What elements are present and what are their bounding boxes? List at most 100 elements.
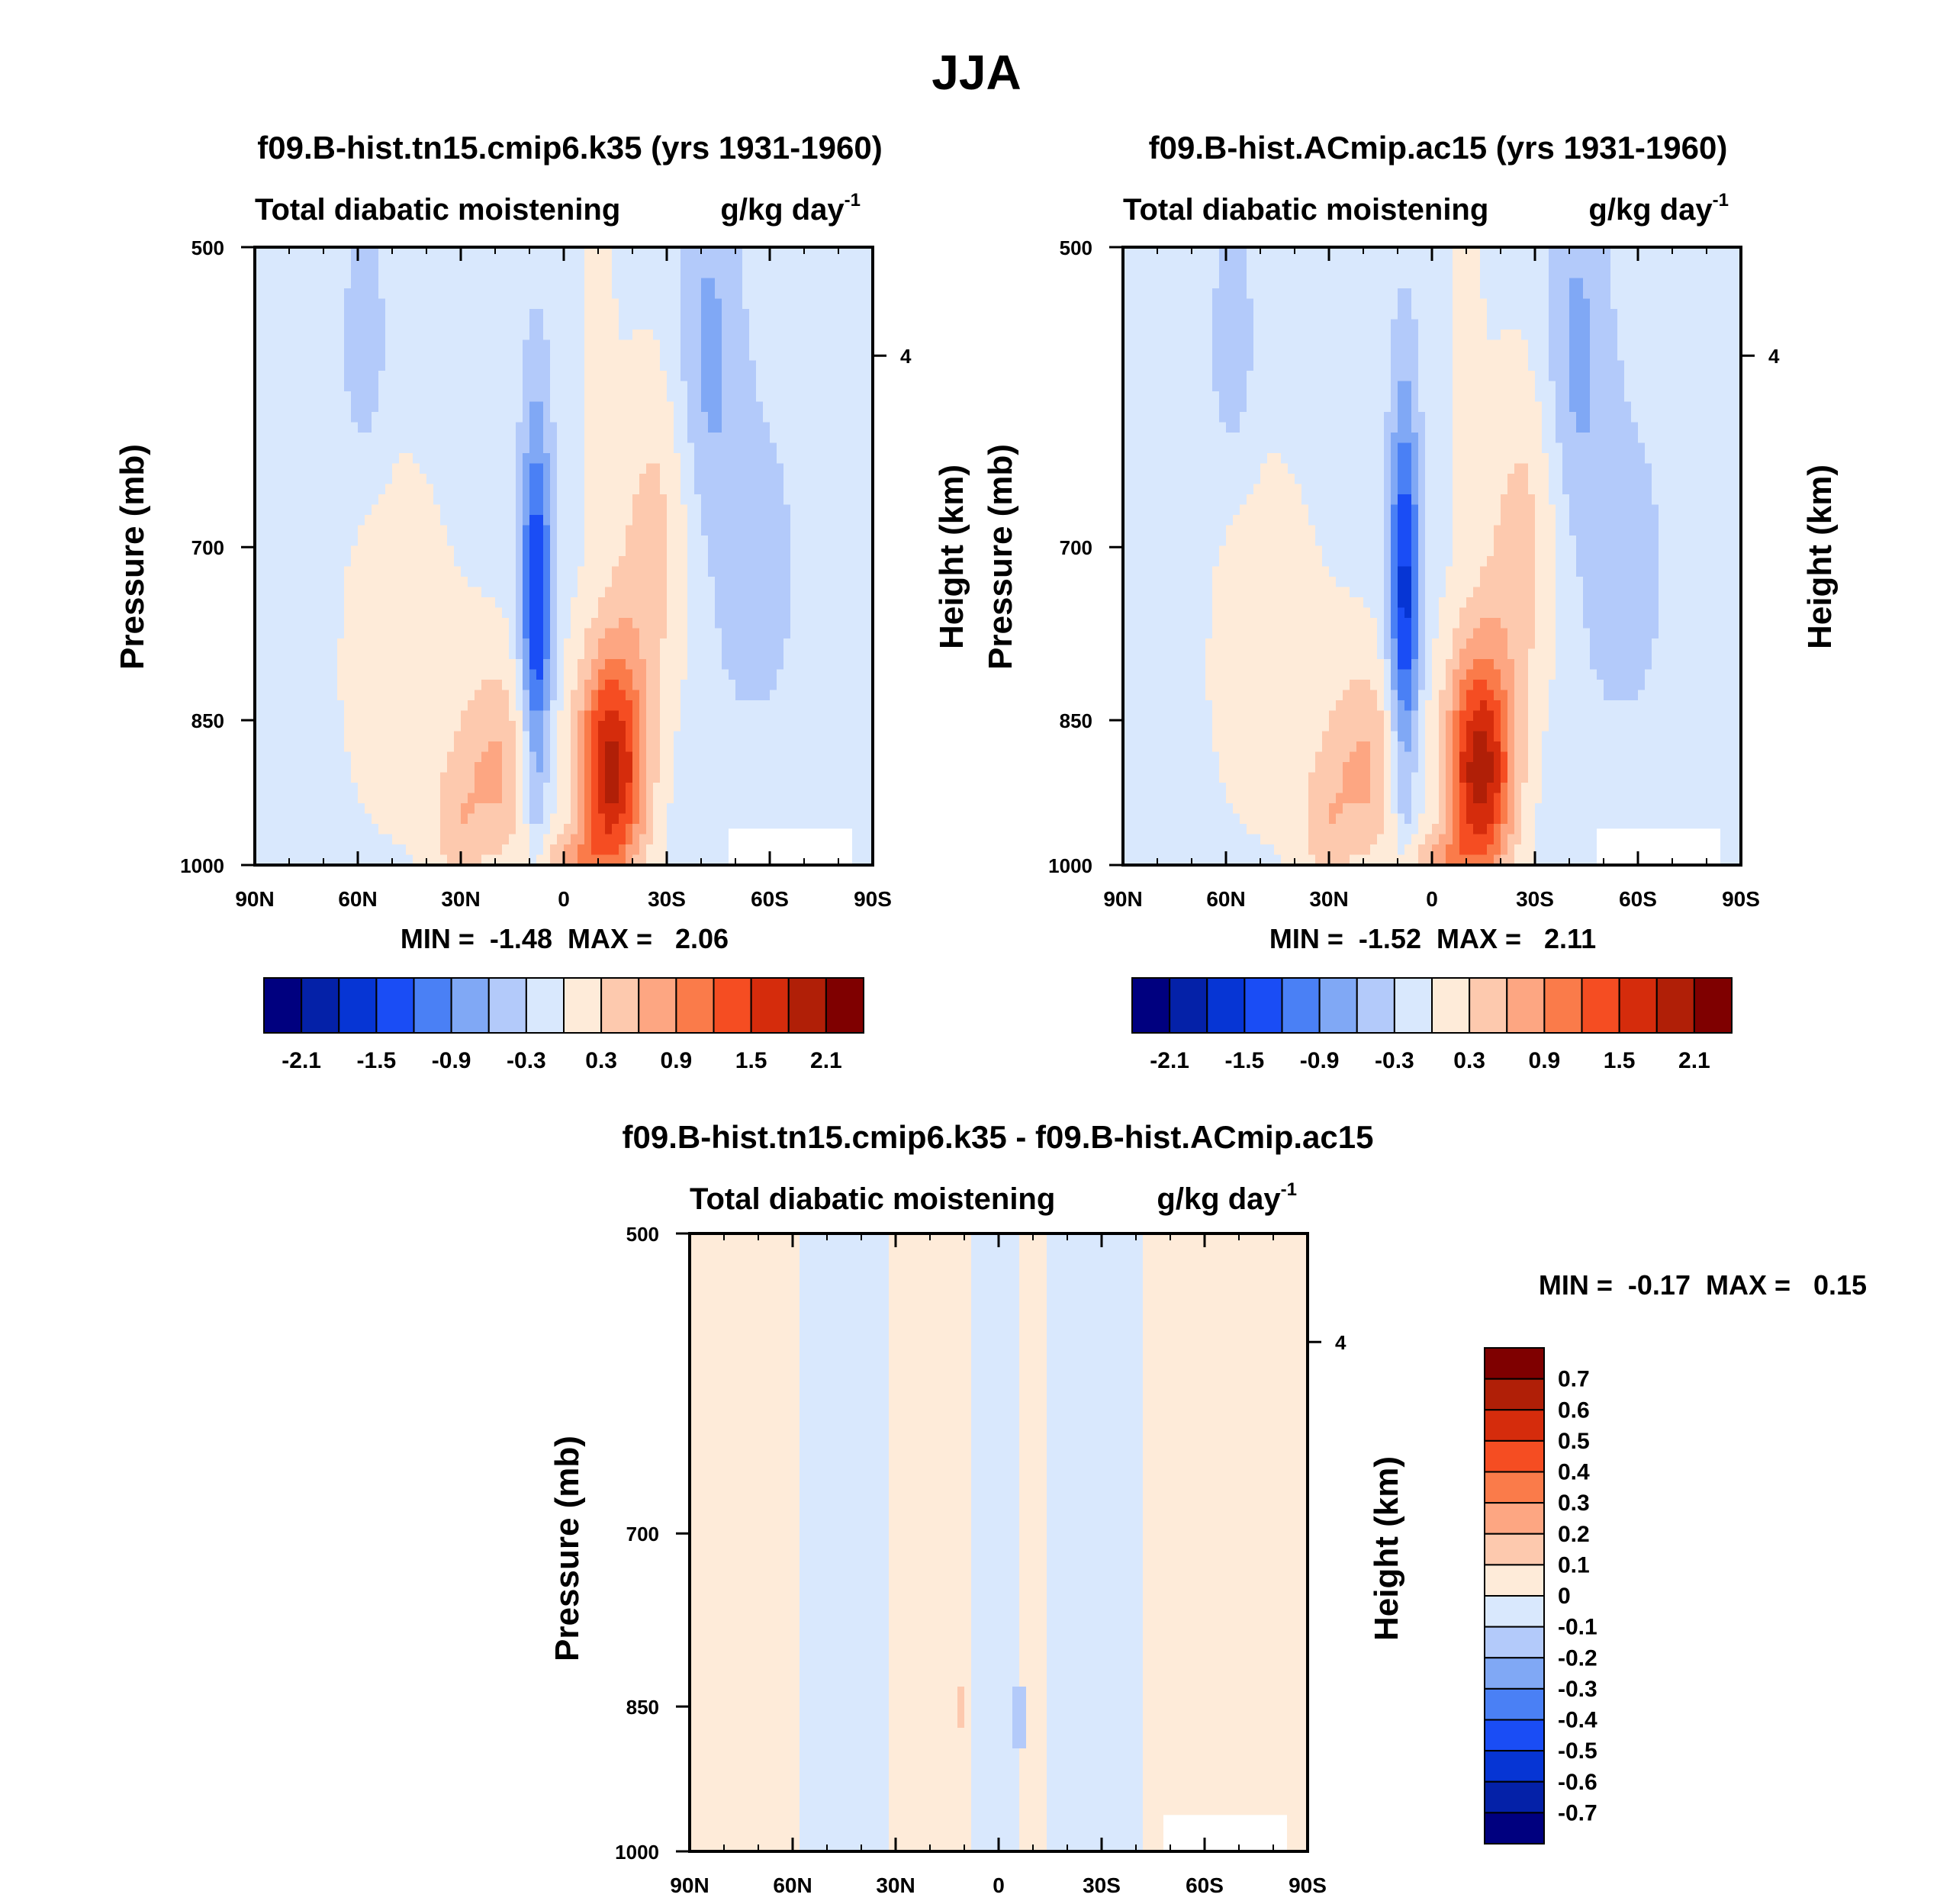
field-cell: [619, 278, 626, 289]
field-cell: [296, 484, 304, 495]
field-cell: [282, 700, 290, 712]
field-cell: [365, 484, 372, 495]
field-cell: [351, 597, 359, 609]
field-cell: [420, 278, 427, 289]
field-cell: [358, 453, 365, 465]
field-cell: [832, 247, 839, 259]
field-cell: [289, 721, 297, 732]
field-cell: [626, 618, 633, 629]
field-cell: [626, 690, 633, 701]
field-cell: [303, 442, 310, 454]
field-cell: [399, 813, 407, 825]
field-cell: [296, 494, 304, 506]
field-cell: [667, 618, 674, 629]
field-cell: [488, 268, 496, 279]
field-cell: [529, 618, 537, 629]
field-cell: [749, 587, 757, 598]
field-cell: [269, 618, 276, 629]
field-cell: [351, 494, 359, 506]
field-cell: [399, 442, 407, 454]
field-cell: [866, 803, 874, 815]
field-cell: [365, 339, 372, 351]
field-cell: [275, 700, 283, 712]
field-cell: [756, 360, 764, 371]
field-cell: [385, 309, 393, 320]
field-cell: [550, 371, 558, 382]
field-cell: [317, 751, 324, 763]
field-cell: [612, 680, 619, 691]
field-cell: [729, 330, 736, 341]
field-cell: [845, 525, 853, 536]
field-cell: [481, 247, 489, 259]
field-cell: [783, 350, 791, 362]
field-cell: [674, 566, 681, 577]
field-cell: [413, 741, 420, 753]
field-cell: [454, 350, 462, 362]
field-cell: [275, 442, 283, 454]
field-cell: [845, 741, 853, 753]
field-cell: [564, 381, 571, 392]
field-cell: [420, 793, 427, 804]
field-cell: [660, 360, 668, 371]
field-cell: [653, 690, 661, 701]
field-cell: [289, 330, 297, 341]
field-cell: [536, 628, 544, 639]
field-cell: [674, 772, 681, 783]
field-cell: [372, 587, 379, 598]
field-cell: [694, 247, 702, 259]
field-cell: [571, 453, 578, 465]
field-cell: [447, 566, 455, 577]
field-cell: [481, 803, 489, 815]
field-cell: [358, 618, 365, 629]
field-cell: [626, 762, 633, 774]
field-cell: [584, 309, 592, 320]
field-cell: [426, 659, 434, 671]
field-cell: [591, 525, 599, 536]
field-cell: [385, 721, 393, 732]
field-cell: [337, 350, 345, 362]
field-cell: [310, 803, 317, 815]
field-cell: [516, 504, 523, 516]
field-cell: [481, 453, 489, 465]
field-cell: [680, 494, 688, 506]
field-cell: [351, 257, 359, 269]
field-cell: [323, 741, 331, 753]
field-cell: [701, 360, 709, 371]
field-cell: [770, 371, 777, 382]
field-cell: [426, 298, 434, 310]
field-cell: [372, 319, 379, 330]
field-cell: [722, 628, 729, 639]
field-cell: [694, 339, 702, 351]
field-cell: [523, 597, 530, 609]
field-cell: [420, 309, 427, 320]
field-cell: [303, 433, 310, 444]
field-cell: [578, 401, 585, 413]
field-cell: [447, 360, 455, 371]
field-cell: [674, 474, 681, 485]
field-cell: [653, 741, 661, 753]
field-cell: [660, 381, 668, 392]
field-cell: [475, 350, 482, 362]
field-cell: [646, 525, 654, 536]
field-cell: [433, 515, 441, 526]
field-cell: [578, 751, 585, 763]
field-cell: [399, 741, 407, 753]
field-cell: [296, 607, 304, 619]
field-cell: [825, 288, 832, 300]
field-cell: [413, 442, 420, 454]
field-cell: [763, 504, 771, 516]
field-cell: [495, 494, 503, 506]
field-cell: [632, 515, 640, 526]
field-cell: [262, 350, 269, 362]
field-cell: [461, 607, 468, 619]
field-cell: [660, 772, 668, 783]
field-cell: [832, 350, 839, 362]
field-cell: [550, 731, 558, 742]
field-cell: [317, 566, 324, 577]
field-cell: [674, 309, 681, 320]
field-cell: [351, 648, 359, 660]
field-cell: [289, 525, 297, 536]
field-cell: [763, 525, 771, 536]
field-cell: [378, 731, 386, 742]
field-cell: [845, 319, 853, 330]
